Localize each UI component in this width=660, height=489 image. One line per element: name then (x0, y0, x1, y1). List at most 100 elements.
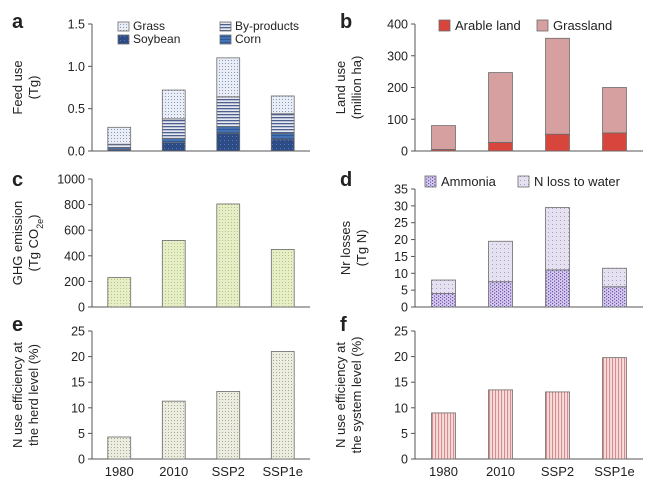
y-tick-label: 0 (78, 453, 85, 467)
legend-swatch (438, 19, 451, 32)
bar-value-2010 (161, 400, 186, 460)
y-tick-label: 600 (64, 224, 85, 238)
bar-n-loss-to-water-ssp1e (602, 267, 627, 288)
y-axis-label-line: Nr losses (338, 220, 353, 275)
legend-label: By-products (235, 19, 299, 33)
y-axis-label-line: N use efficiency at (10, 342, 25, 448)
x-tick-label: 1980 (105, 464, 134, 479)
bar-ammonia-ssp1e (602, 286, 627, 308)
y-tick-label: 10 (394, 267, 408, 281)
bar-value-1980 (107, 277, 132, 308)
y-tick-label: 800 (64, 198, 85, 212)
y-axis-label: Feed use (Tg) (10, 60, 41, 114)
y-tick-label: 0 (401, 145, 408, 159)
bar-value-1980 (107, 436, 132, 460)
bar-by-products-2010 (161, 118, 186, 139)
y-tick-label: 20 (71, 350, 85, 364)
y-tick-label: 15 (71, 376, 85, 390)
legend: Arable land Grassland (438, 18, 612, 33)
x-tick-label: SSP2 (212, 464, 245, 479)
legend-swatch (117, 21, 130, 32)
y-axis-label: N use efficiency at the system level (%) (333, 336, 364, 453)
legend: Ammonia N loss to water (424, 174, 621, 189)
bar-corn-2010 (161, 137, 186, 143)
y-tick-label: 0.5 (68, 102, 85, 116)
y-tick-label: 1000 (57, 173, 85, 187)
legend-swatch (219, 34, 232, 45)
y-tick-label: 200 (64, 275, 85, 289)
bar-grass-2010 (161, 89, 186, 120)
y-tick-label: 0 (78, 301, 85, 315)
bar-n-loss-to-water-ssp2 (545, 207, 570, 271)
y-axis-label-line: (Tg CO2e) (26, 215, 45, 272)
bar-grassland-1980 (431, 125, 456, 150)
x-tick-label: 2010 (486, 464, 515, 479)
y-axis-label-line: (Tg N) (354, 230, 369, 267)
bar-value-ssp1e (270, 248, 295, 308)
legend: Grass By-products Soybean Corn (117, 19, 299, 46)
bar-grassland-ssp2 (545, 37, 570, 135)
y-tick-label: 0.0 (68, 145, 85, 159)
panel-letter-f: f (340, 314, 347, 336)
y-axis-label-line: the system level (%) (349, 336, 364, 453)
bar-soybean-ssp1e (270, 138, 295, 152)
legend-label: N loss to water (534, 174, 621, 189)
panel-letter-b: b (340, 11, 352, 33)
y-tick-label: 20 (394, 350, 408, 364)
bar-grass-ssp1e (270, 95, 295, 115)
panel-letter-a: a (12, 11, 24, 33)
bar-corn-ssp1e (270, 132, 295, 140)
legend-swatch (219, 21, 232, 32)
y-tick-label: 25 (394, 216, 408, 230)
y-tick-label: 5 (78, 427, 85, 441)
legend-swatch (424, 175, 437, 188)
legend-label: Ammonia (441, 174, 497, 189)
y-tick-label: 15 (394, 376, 408, 390)
panel-f: fN use efficiency at the system level (%)… (333, 314, 643, 479)
y-axis-label: Nr losses (Tg N) (338, 220, 369, 275)
bar-by-products-ssp1e (270, 113, 295, 134)
x-tick-label: SSP2 (541, 464, 574, 479)
bar-value-ssp2 (216, 391, 241, 460)
bar-grass-ssp2 (216, 57, 241, 98)
bar-ammonia-2010 (488, 281, 513, 308)
panel-e: e N use efficiency at the herd level (%) 0 5… (10, 314, 310, 479)
y-tick-label: 1.5 (68, 18, 85, 32)
y-tick-label: 30 (394, 199, 408, 213)
legend-label: Corn (235, 32, 261, 46)
y-tick-label: 15 (394, 250, 408, 264)
panel-a: a Feed use (Tg) 0.0 0.5 1.0 1.5 Grass By-product… (10, 11, 310, 159)
bar-value-ssp2 (545, 391, 570, 460)
panel-letter-e: e (12, 314, 23, 336)
bar-ammonia-ssp2 (545, 269, 570, 308)
x-tick-label: 1980 (429, 464, 458, 479)
y-tick-label: 10 (71, 401, 85, 415)
bar-grass-1980 (107, 126, 132, 145)
x-tick-label: 2010 (159, 464, 188, 479)
y-axis-label-line: (Tg) (26, 76, 41, 100)
y-axis-label-line: GHG emission (10, 201, 25, 286)
y-tick-label: 200 (387, 81, 408, 95)
y-axis-label-line: the herd level (%) (26, 344, 41, 446)
y-tick-label: 25 (394, 325, 408, 339)
bar-value-1980 (431, 412, 456, 460)
bar-ammonia-1980 (431, 293, 456, 308)
bar-soybean-ssp2 (216, 132, 241, 152)
bar-by-products-1980 (107, 143, 132, 149)
legend-label: Grass (133, 19, 165, 33)
y-tick-label: 400 (64, 249, 85, 263)
y-axis-label-line: (million ha) (349, 56, 364, 120)
y-tick-label: 1.0 (68, 60, 85, 74)
y-axis-label: Land use (million ha) (333, 56, 364, 120)
y-tick-label: 300 (387, 49, 408, 63)
y-tick-label: 5 (401, 284, 408, 298)
y-tick-label: 25 (71, 325, 85, 339)
bar-grassland-2010 (488, 72, 513, 143)
y-tick-label: 20 (394, 233, 408, 247)
y-axis-label: N use efficiency at the herd level (%) (10, 342, 41, 448)
y-tick-label: 400 (387, 18, 408, 32)
legend-swatch (517, 175, 530, 188)
legend-swatch (117, 34, 130, 45)
y-axis-label: GHG emission (Tg CO2e) (10, 201, 45, 286)
